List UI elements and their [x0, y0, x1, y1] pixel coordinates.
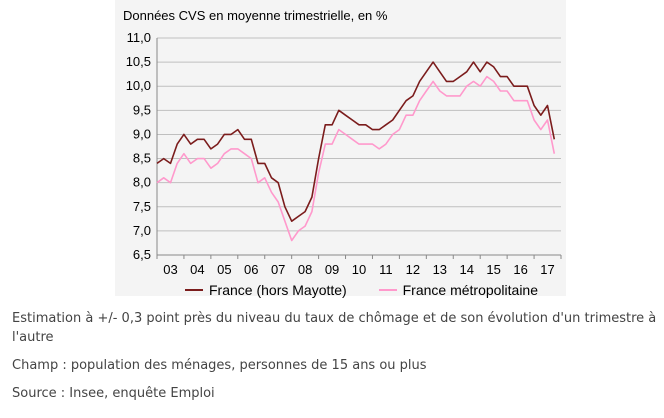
x-tick-label: 10	[352, 262, 366, 277]
x-tick-label: 07	[271, 262, 285, 277]
legend-label-france-metropolitaine: France métropolitaine	[402, 282, 539, 298]
y-tick-label: 9,5	[133, 102, 151, 117]
x-tick-label: 17	[540, 262, 554, 277]
y-tick-label: 11,0	[127, 30, 151, 45]
x-tick-label: 09	[325, 262, 339, 277]
x-tick-label: 03	[163, 262, 177, 277]
y-tick-label: 6,5	[133, 247, 151, 262]
series-line-france-hors-mayotte	[156, 61, 556, 222]
note-source: Source : Insee, enquête Emploi	[12, 386, 215, 401]
x-tick-label: 15	[486, 262, 500, 277]
x-tick-label: 04	[190, 262, 204, 277]
x-tick-label: 16	[513, 262, 527, 277]
unemployment-line-chart: 6,5 7,0 7,5 8,0 8,5 9,0 9,5 10,0 10,5 11,0 03 04 05 0…	[126, 30, 562, 277]
note-estimation: Estimation à +/- 0,3 point près du nivea…	[12, 311, 657, 345]
x-tick-label: 08	[298, 262, 312, 277]
note-champ: Champ : population des ménages, personne…	[12, 358, 427, 373]
legend-item-france-hors-mayotte: France (hors Mayotte)	[185, 282, 347, 298]
chart-title: Données CVS en moyenne trimestrielle, en…	[123, 8, 388, 23]
chart-legend: France (hors Mayotte) France métropolita…	[185, 278, 566, 298]
legend-label-france-hors-mayotte: France (hors Mayotte)	[209, 282, 347, 298]
legend-swatch-france-metropolitaine	[378, 289, 397, 291]
y-tick-label: 8,5	[133, 151, 151, 166]
x-tick-label: 11	[379, 262, 393, 277]
x-tick-label: 13	[433, 262, 447, 277]
x-tick-label: 06	[244, 262, 258, 277]
y-tick-label: 10,0	[126, 78, 151, 93]
x-tick-label: 05	[217, 262, 231, 277]
y-tick-label: 7,5	[133, 199, 151, 214]
legend-item-france-metropolitaine: France métropolitaine	[378, 282, 539, 298]
y-tick-label: 7,0	[133, 223, 151, 238]
x-tick-label: 12	[406, 262, 420, 277]
x-tick-label: 14	[459, 262, 473, 277]
chart-notes: Estimation à +/- 0,3 point près du nivea…	[12, 309, 657, 412]
legend-swatch-france-hors-mayotte	[185, 289, 203, 291]
y-tick-label: 8,0	[133, 175, 151, 190]
y-tick-label: 9,0	[133, 126, 151, 141]
y-tick-label: 10,5	[126, 54, 151, 69]
chart-panel: Données CVS en moyenne trimestrielle, en…	[115, 0, 566, 298]
series-line-france-metropolitaine	[156, 75, 556, 242]
